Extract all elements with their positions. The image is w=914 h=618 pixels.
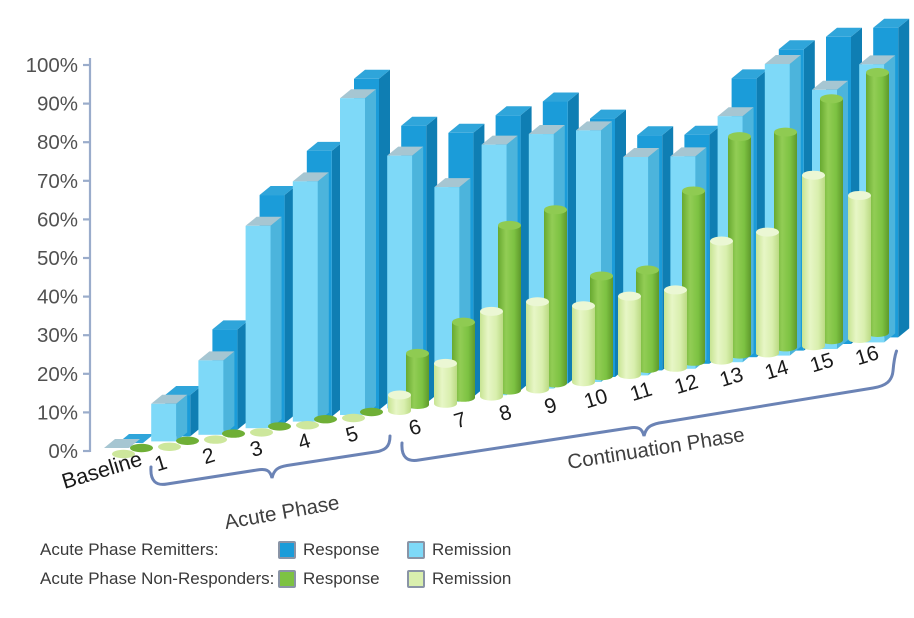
y-tick-label: 40% (37, 286, 78, 309)
cylinder-bar (728, 132, 751, 359)
bar-zero (176, 436, 199, 445)
cylinder-bar (866, 68, 889, 338)
y-tick-label: 20% (37, 363, 78, 386)
swatch-remitters-response (278, 541, 296, 559)
legend-row-nonresponders: Acute Phase Non-Responders: Response Rem… (40, 569, 536, 589)
cylinder-bar (388, 390, 411, 415)
series-nonresponders-response (130, 68, 889, 453)
legend-group-label: Acute Phase Remitters: (40, 540, 219, 559)
cylinder-bar (480, 306, 503, 401)
x-tick-label: 8 (497, 401, 515, 426)
series-nonresponders-remission (112, 170, 871, 459)
bar-3d (198, 351, 235, 435)
legend: Acute Phase Remitters: Response Remissio… (40, 540, 536, 589)
continuation-phase-bracket (400, 349, 898, 462)
legend-group-label: Acute Phase Non-Responders: (40, 569, 275, 588)
bar-zero (104, 439, 140, 448)
legend-row-remitters: Acute Phase Remitters: Response Remissio… (40, 540, 536, 560)
x-tick-label: 9 (542, 393, 560, 418)
x-tick-label: 1 (152, 451, 170, 476)
bar-zero (314, 415, 337, 424)
cylinder-bar (820, 94, 843, 345)
cylinder-bar (756, 227, 779, 358)
x-tick-label: 4 (295, 429, 313, 455)
x-tick-label: 14 (762, 356, 791, 385)
cylinder-bar (544, 205, 567, 388)
y-tick-label: 80% (37, 131, 78, 154)
x-tick-label: 5 (343, 422, 361, 447)
cylinder-bar (802, 170, 825, 351)
x-tick-label: 15 (807, 349, 836, 378)
cylinder-bar (636, 265, 659, 373)
cylinder-bar (848, 190, 871, 343)
bar-zero (250, 428, 273, 437)
continuation-phase-label: Continuation Phase (566, 423, 746, 474)
cylinder-bar (618, 291, 641, 379)
acute-phase-bracket (149, 434, 392, 486)
x-tick-label: 10 (581, 385, 610, 414)
cylinder-bar (406, 348, 429, 409)
y-tick-label: 0% (48, 440, 78, 463)
legend-series-label: Remission (432, 540, 512, 559)
x-tick-label: 7 (451, 408, 469, 433)
bar-zero (204, 435, 227, 444)
cylinder-bar (572, 301, 595, 387)
bar-3d (292, 172, 329, 422)
bar-zero (158, 442, 181, 451)
bar-3d (151, 394, 188, 442)
y-tick-label: 90% (37, 93, 78, 116)
cylinder-bar (682, 186, 705, 366)
x-tick-label: 12 (672, 370, 701, 399)
bar-zero (112, 449, 135, 459)
bar-zero (360, 407, 383, 417)
acute-phase-label: Acute Phase (223, 491, 341, 534)
legend-series-label: Remission (432, 569, 512, 588)
y-tick-label: 50% (37, 247, 78, 270)
y-axis: 0% 10% 20% 30% 40% 50% 60% 70% 80% 90% 100% (26, 54, 92, 463)
y-tick-label: 30% (37, 324, 78, 347)
cylinder-bar (434, 358, 457, 408)
bar-zero (268, 422, 291, 431)
cylinder-bar (664, 285, 687, 372)
bar-zero (296, 421, 319, 430)
swatch-nonresponders-remission (407, 570, 425, 588)
legend-series-label: Response (303, 569, 380, 588)
bar-zero (130, 443, 153, 453)
bar-zero (342, 413, 365, 423)
y-tick-label: 60% (37, 208, 78, 231)
swatch-remitters-remission (407, 541, 425, 559)
x-tick-label: 2 (200, 444, 218, 469)
cylinder-bar (590, 271, 613, 381)
x-tick-label: 6 (406, 415, 424, 440)
cylinder-bar (710, 236, 733, 365)
bar-3d (245, 216, 282, 429)
y-tick-label: 100% (26, 54, 78, 77)
x-tick-label: 16 (853, 341, 882, 370)
cylinder-bar (774, 127, 797, 352)
phase-brackets (149, 349, 898, 486)
x-tick-label: 13 (717, 363, 746, 392)
cylinder-bar (526, 297, 549, 394)
y-tick-label: 10% (37, 401, 78, 424)
bar-3d (340, 89, 376, 415)
x-tick-label: 11 (627, 378, 655, 406)
swatch-nonresponders-response (278, 570, 296, 588)
cylinder-bar (452, 317, 475, 402)
bar-zero (222, 429, 245, 438)
x-tick-label: 3 (248, 436, 266, 461)
legend-series-label: Response (303, 540, 380, 559)
y-tick-label: 70% (37, 170, 78, 193)
cylinder-bar (498, 220, 521, 395)
